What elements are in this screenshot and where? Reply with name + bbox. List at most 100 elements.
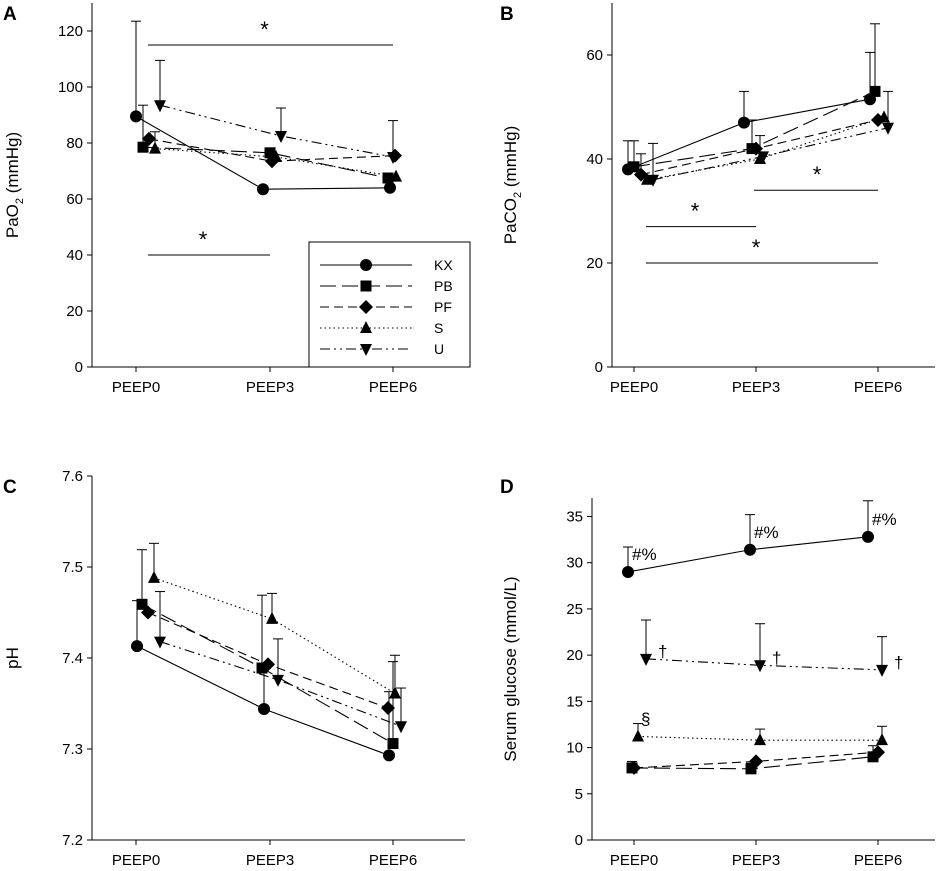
data-point [745,763,757,775]
point-annotation: † [658,642,667,661]
data-point [264,147,276,159]
y-tick-label: 7.3 [62,741,83,758]
panel-d: D 0 5 10 15 20 25 30 35 PEEP0 PEEP3 PEEP6 Serum gluc… [500,477,935,869]
data-point [257,183,269,196]
data-point [148,570,160,583]
x-tick-label: PEEP6 [854,379,902,396]
x-tick-label: PEEP3 [246,852,294,869]
data-point [744,543,756,556]
series-u [640,619,888,677]
series-pf [141,605,395,716]
data-point [878,110,890,123]
significance-star: * [260,17,269,42]
series-line [633,751,879,769]
series-pf [627,745,885,775]
legend-marker [360,344,372,356]
data-point [628,161,640,173]
series-kx [622,500,874,578]
data-point [871,745,885,760]
legend-label: KX [434,257,453,273]
panel-a: A 0 20 40 60 80 100 120 PEEP0 PEEP3 PEEP6 PaO2 (mmH… [3,3,465,396]
series-pb [137,104,394,184]
y-tick-label: 7.2 [62,832,83,849]
data-point [261,657,275,672]
legend-marker [360,321,372,333]
x-tick-label: PEEP0 [610,852,658,869]
y-tick-label: 35 [566,508,583,525]
data-point [757,151,769,164]
series-line [153,577,396,694]
data-point [640,653,652,666]
data-point [136,598,148,610]
data-point [876,664,888,677]
data-point [622,565,634,578]
data-point [141,605,155,620]
data-point [384,181,396,194]
data-point [627,760,641,775]
data-point [275,131,287,143]
x-tick-label: PEEP3 [246,379,294,396]
y-tick-label: 7.6 [62,468,83,485]
data-point [647,174,659,187]
data-point [395,721,407,734]
data-point [137,141,149,153]
series-line [142,146,389,179]
series-s [632,723,888,746]
y-tick-label: 20 [566,647,583,664]
y-tick-label: 60 [66,191,83,208]
x-tick-label: PEEP3 [732,379,780,396]
y-tick-label: 0 [575,832,583,849]
x-tick-label: PEEP6 [369,852,417,869]
data-point [869,85,881,97]
series-s [148,542,401,699]
point-annotation: #% [872,510,897,529]
series-u [154,591,407,734]
panel-c: C 7.2 7.3 7.4 7.5 7.6 PEEP0 PEEP3 PEEP6 pH [3,468,465,869]
significance-star: * [813,162,822,187]
data-point [382,172,394,184]
legend-box [308,241,471,368]
data-point [882,122,894,135]
x-tick-label: PEEP0 [112,379,160,396]
y-tick-label: 15 [566,693,583,710]
data-point [272,674,284,687]
data-point [632,729,644,742]
data-point [754,733,766,746]
data-point [381,701,395,716]
data-point [862,530,874,543]
legend-marker [359,300,373,314]
data-point [266,611,278,624]
series-kx [131,600,395,762]
data-point [383,749,395,762]
y-tick-label: 10 [566,740,583,757]
series-kx [130,20,396,196]
data-point [256,662,268,674]
data-point [876,733,888,746]
series-line [159,641,402,727]
panel-letter: A [3,4,17,25]
data-point [387,738,399,750]
x-tick-label: PEEP6 [369,379,417,396]
y-tick-label: 60 [586,47,603,64]
y-tick-label: 0 [75,359,83,376]
x-tick-label: PEEP6 [854,852,902,869]
y-tick-label: 80 [66,135,83,152]
data-point [867,751,879,763]
y-tick-label: 120 [58,23,83,40]
point-annotation: #% [754,523,779,542]
series-line [141,603,394,745]
series-s [149,131,402,182]
data-point [749,754,763,769]
data-point [387,152,399,164]
y-tick-label: 40 [586,151,603,168]
point-annotation: † [772,648,781,667]
data-point [641,172,653,185]
panel-letter: D [500,477,514,498]
y-axis-title: pH [3,647,22,669]
y-tick-label: 20 [586,255,603,272]
legend-marker [360,259,372,271]
legend-label: PF [434,299,452,315]
data-point [130,110,142,123]
y-tick-label: 5 [575,786,583,803]
legend: KX PB PF SU [308,241,471,368]
